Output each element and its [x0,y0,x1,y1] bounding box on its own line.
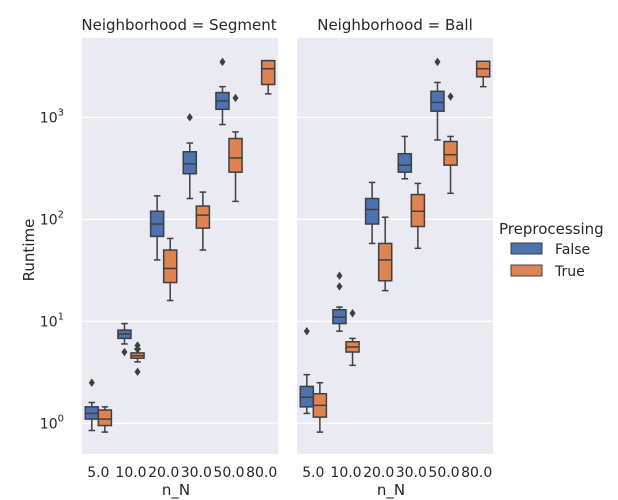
y-tick-label: 103 [40,107,64,126]
y-tick-label: 102 [40,209,64,228]
box-80.0-true [260,59,276,95]
box-iqr [182,150,198,175]
outlier-point [232,93,239,103]
box-iqr [162,249,178,284]
x-tick-label: 50.0 [428,465,459,481]
box-5.0-true [97,406,113,433]
panel-ball-background [297,38,493,454]
x-tick-label: 20.0 [363,465,394,481]
box-iqr [195,205,211,229]
box-5.0-true [312,381,328,433]
box-5.0-false [84,378,100,432]
legend-swatch-true [510,264,543,277]
x-tick-label: 20.0 [148,465,179,481]
outlier-point [121,347,128,357]
legend-label-false: False [555,242,590,258]
facet-title-segment: Neighborhood = Segment [81,16,276,34]
outlier-point [447,92,454,101]
box-80.0-true [475,60,491,88]
y-axis-label: Runtime [20,219,38,282]
x-tick-labels: 5.0 10.0 20.0 30.0 50.0 80.0 5.0 10.0 20.0 30.0 50… [87,465,492,481]
box-iqr [377,242,393,282]
box-30.0-true [195,191,211,251]
box-iqr [397,152,413,173]
x-tick-label: 50.0 [213,465,244,481]
x-tick-label: 80.0 [461,465,492,481]
box-10.0-true [130,341,145,376]
x-axis-label-segment: n_N [162,481,190,500]
outlier-point [134,345,141,354]
box-30.0-false [397,135,413,180]
legend-label-true: True [554,264,585,280]
legend: Preprocessing False True [499,220,604,280]
outlier-point [303,327,310,336]
panel-segment-gridlines [82,116,278,424]
outlier-point [434,57,441,67]
box-30.0-true [410,182,426,250]
panel-segment-background [82,38,278,454]
x-tick-label: 80.0 [246,465,277,481]
facet-title-ball: Neighborhood = Ball [317,16,473,34]
box-iqr [228,137,243,173]
x-tick-label: 5.0 [302,465,324,481]
box-10.0-false [117,322,132,357]
x-tick-label: 30.0 [396,465,427,481]
box-50.0-false [215,57,230,126]
outlier-point [336,282,343,291]
outlier-point [186,113,193,122]
outlier-point [219,57,226,67]
x-axis-label-ball: n_N [377,481,405,500]
y-tick-label: 100 [40,413,64,432]
box-10.0-false [332,271,347,332]
box-20.0-false [149,195,165,261]
panel-ball-boxes [299,57,491,433]
box-20.0-true [377,216,393,292]
x-tick-label: 10.0 [330,465,361,481]
box-iqr [443,140,458,166]
y-tick-label: 101 [40,311,64,330]
x-tick-label: 30.0 [181,465,212,481]
box-20.0-true [162,237,178,302]
box-50.0-true [228,93,243,203]
outlier-point [88,378,95,387]
box-30.0-false [182,113,198,200]
outlier-point [336,271,343,280]
box-20.0-false [364,181,380,245]
box-iqr [430,90,445,112]
x-tick-label: 10.0 [115,465,146,481]
legend-title: Preprocessing [499,220,604,238]
x-tick-label: 5.0 [87,465,109,481]
outlier-point [349,309,356,318]
panel-segment-boxes [84,57,276,433]
outlier-point [134,367,141,376]
box-10.0-true [345,309,360,367]
box-iqr [364,197,380,225]
box-iqr [97,409,113,427]
box-5.0-false [299,327,315,415]
box-iqr [260,59,276,86]
y-tick-labels: 100 101 102 103 [40,107,64,432]
legend-swatch-false [510,242,543,255]
box-50.0-true [443,92,458,195]
panel-ball-gridlines [297,116,493,424]
box-50.0-false [430,57,445,141]
